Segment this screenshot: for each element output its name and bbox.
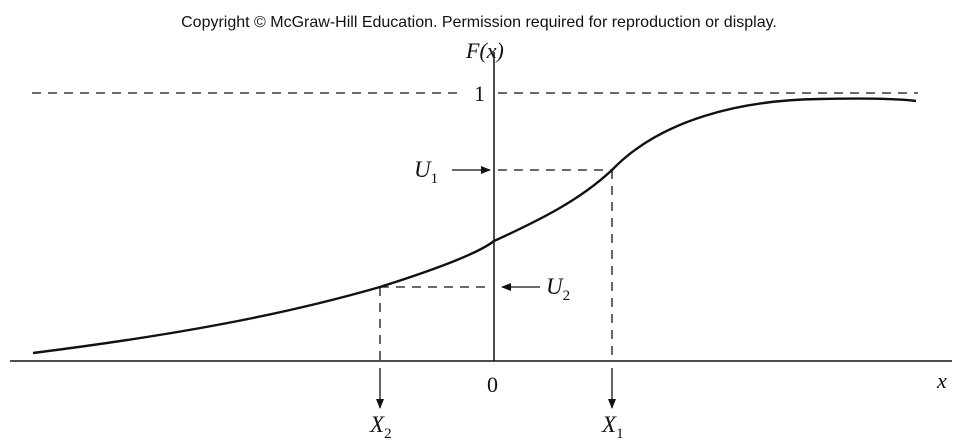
- x2-label-main: X: [369, 412, 385, 437]
- cdf-curve: [32, 97, 917, 355]
- u1-label-sub: 1: [431, 171, 439, 187]
- u2-label-sub: 2: [563, 288, 571, 304]
- copyright-notice: Copyright © McGraw-Hill Education. Permi…: [181, 14, 777, 31]
- x2-label-sub: 2: [384, 426, 392, 442]
- x2-label: X2: [369, 412, 392, 442]
- u2-label: U2: [546, 274, 570, 304]
- x-axis-label: x: [936, 368, 947, 393]
- zero-label: 0: [487, 372, 498, 397]
- u1-label: U1: [414, 157, 438, 187]
- u2-label-main: U: [546, 274, 564, 299]
- y-axis-label: F(x): [465, 38, 504, 63]
- u1-label-main: U: [414, 157, 432, 182]
- x1-label-main: X: [601, 412, 617, 437]
- x1-label-sub: 1: [616, 426, 624, 442]
- x1-label: X1: [601, 412, 624, 442]
- one-label: 1: [474, 81, 485, 106]
